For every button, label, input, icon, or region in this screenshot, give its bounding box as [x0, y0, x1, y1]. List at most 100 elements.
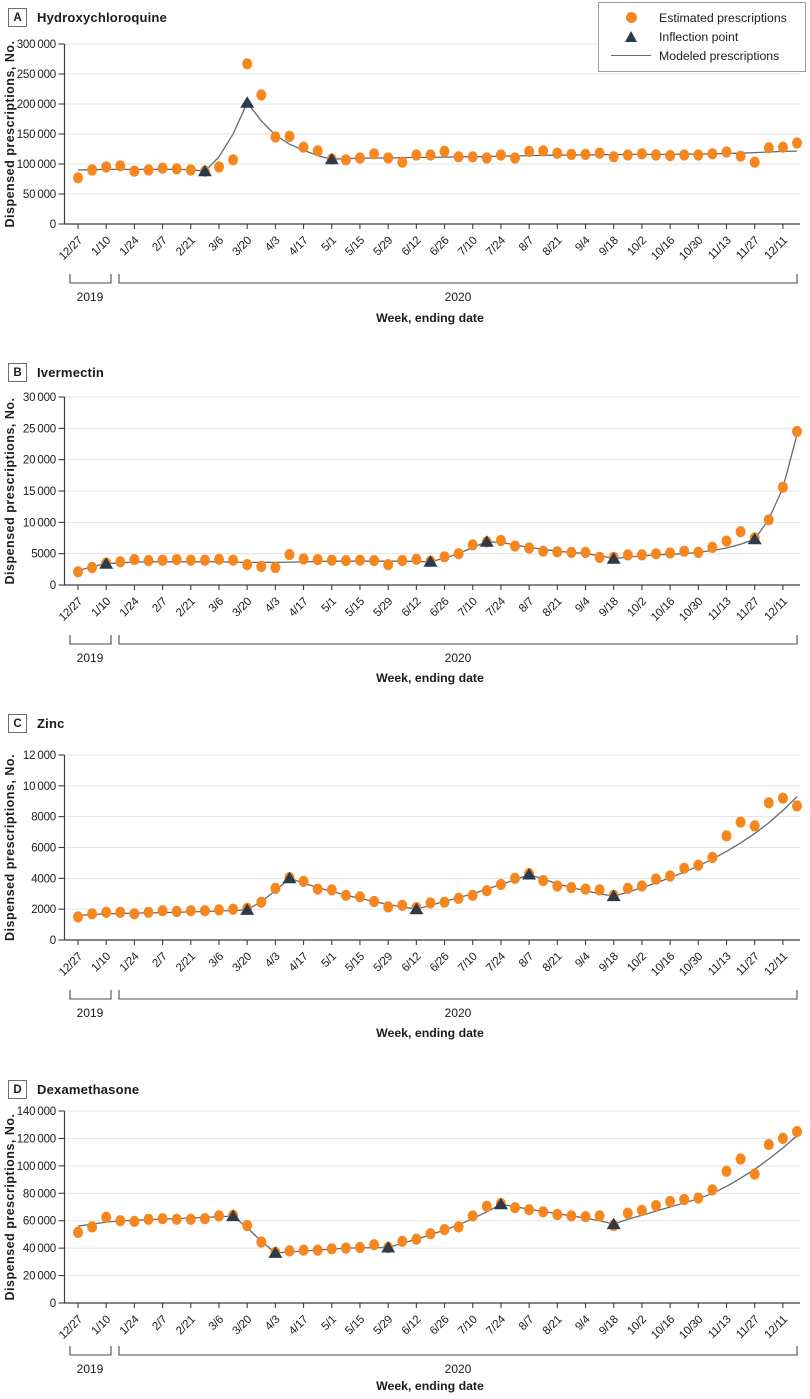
x-tick-label: 4/3 [263, 596, 282, 615]
estimated-point [157, 554, 168, 566]
panel-letter-box: B [8, 363, 27, 382]
modeled-line-icon [611, 55, 651, 56]
estimated-point [270, 561, 281, 574]
estimated-point [622, 1207, 633, 1219]
panel-d-header: D Dexamethasone [8, 1080, 139, 1099]
x-tick-label: 5/15 [343, 951, 367, 975]
x-tick-label: 11/27 [734, 1314, 762, 1342]
estimated-point [777, 792, 788, 804]
panel-letter-box: A [8, 8, 27, 27]
y-tick-label: 140 000 [17, 1106, 56, 1118]
x-tick-label: 3/6 [207, 1314, 226, 1333]
estimated-point [369, 555, 380, 567]
x-tick-label: 5/1 [320, 596, 339, 615]
x-tick-label: 6/12 [400, 596, 424, 620]
estimated-point [355, 1241, 365, 1254]
year-label-2019: 2019 [77, 290, 104, 304]
x-tick-label: 6/26 [428, 596, 452, 620]
y-tick-label: 100 000 [17, 159, 56, 171]
estimated-point [270, 882, 281, 894]
y-tick-label: 5000 [31, 549, 56, 561]
x-tick-label: 1/24 [118, 595, 142, 619]
estimated-point [552, 880, 563, 892]
x-tick-label: 4/3 [263, 235, 282, 254]
estimated-point [214, 1210, 224, 1222]
x-tick-label: 6/26 [428, 1314, 452, 1338]
x-tick-label: 12/11 [762, 951, 790, 979]
x-tick-label: 5/29 [372, 1314, 396, 1338]
y-tick-label: 0 [50, 935, 56, 947]
inflection-triangle [197, 164, 212, 177]
estimated-point [749, 820, 760, 832]
estimated-point [566, 148, 577, 160]
estimated-point [735, 816, 746, 828]
estimated-point [707, 851, 718, 864]
y-tick-label: 60 000 [23, 1216, 56, 1228]
estimated-point [143, 164, 154, 176]
estimated-point [735, 526, 746, 538]
inflection-points [99, 532, 762, 569]
inflection-triangle [522, 868, 537, 880]
year-bracket-2019 [69, 990, 112, 1000]
estimated-point [397, 555, 408, 567]
year-bracket-2019 [69, 1346, 112, 1356]
estimated-point [495, 149, 506, 161]
y-tick-label: 120 000 [17, 1133, 56, 1145]
x-tick-label: 4/17 [287, 596, 311, 620]
x-tick-label: 6/12 [400, 951, 424, 975]
estimated-point [679, 862, 690, 874]
estimated-point [312, 554, 323, 566]
year-bracket-2019 [69, 274, 112, 284]
estimated-point [298, 141, 309, 153]
estimated-point [665, 547, 676, 559]
x-tick-label: 9/4 [573, 234, 593, 254]
estimated-point [312, 883, 323, 895]
y-tick-label: 2000 [31, 904, 56, 916]
x-tick-label: 10/16 [649, 1314, 677, 1342]
estimated-point [594, 147, 605, 159]
x-tick-label: 5/1 [320, 951, 339, 970]
x-tick-label: 11/27 [734, 596, 762, 624]
estimated-point [101, 1211, 112, 1223]
estimated-point [792, 800, 802, 812]
estimated-point [777, 481, 788, 493]
x-tick-label: 7/24 [484, 595, 508, 619]
estimated-point [538, 1206, 549, 1218]
x-tick-label: 3/20 [231, 1314, 255, 1338]
estimated-point [115, 160, 126, 172]
x-axis-title: Week, ending date [376, 1026, 484, 1040]
estimated-point [481, 1200, 492, 1212]
x-tick-label: 10/30 [677, 596, 705, 624]
legend-item-inflection: Inflection point [609, 27, 801, 46]
estimated-point [171, 1213, 182, 1225]
estimated-point [721, 535, 732, 547]
panel-a-header: A Hydroxychloroquine [8, 8, 167, 27]
y-axis-title: Dispensed prescriptions, No. [3, 754, 17, 941]
estimated-point [651, 149, 661, 161]
x-tick-label: 3/6 [207, 951, 226, 970]
estimated-point [622, 549, 633, 561]
x-tick-label: 10/2 [625, 951, 649, 975]
x-tick-label: 2/7 [150, 235, 169, 254]
estimated-point [524, 1204, 535, 1216]
ivermectin-chart: 0 5000 10 000 15 000 20 000 25 000 30 000 12/27… [3, 392, 802, 685]
modeled-line [77, 101, 798, 172]
estimated-point [214, 904, 224, 916]
estimated-point [594, 551, 605, 563]
year-bracket-2020 [118, 990, 798, 1000]
legend-symbol-cell [609, 12, 653, 23]
estimated-point [651, 1200, 661, 1212]
x-tick-label: 4/3 [263, 951, 282, 970]
estimated-point [87, 908, 98, 920]
inflection-triangle [240, 903, 255, 915]
estimated-point [439, 551, 450, 563]
estimated-point [397, 1235, 408, 1247]
panel-b-section: B Ivermectin 0 5000 10 000 15 000 20 000 25 0… [0, 345, 810, 690]
legend-label: Modeled prescriptions [659, 48, 780, 63]
x-tick-label: 1/24 [118, 234, 142, 258]
estimated-point [242, 58, 253, 70]
x-tick-label: 11/13 [706, 235, 734, 263]
estimated-point [87, 1221, 98, 1233]
estimated-point [693, 1192, 704, 1204]
x-tick-label: 8/7 [517, 951, 536, 970]
